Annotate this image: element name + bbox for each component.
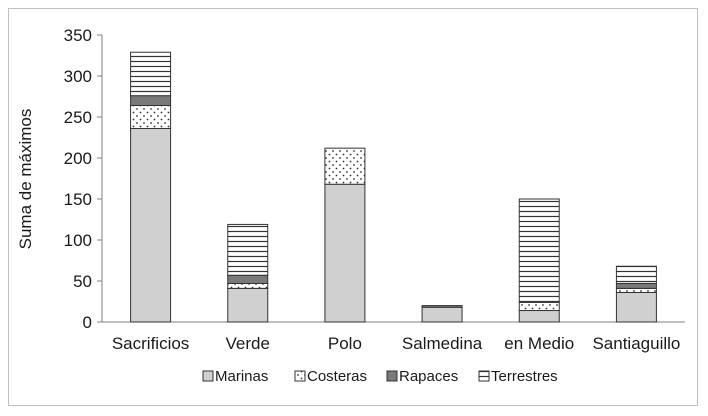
y-tick-label: 100 (64, 231, 92, 250)
bars-group (130, 51, 657, 323)
bar-segment-terrestres-sacrificios (130, 51, 172, 97)
chart-frame: 0 50 100 150 200 250 300 350 Sacrificios Verde Po… (8, 8, 698, 406)
bar-segment-terrestres-santiaguillo (615, 265, 657, 284)
bar-segment-rapaces-salmedina (421, 305, 463, 308)
legend-label-marinas: Marinas (215, 368, 268, 385)
legend-swatch-costeras (294, 370, 306, 382)
bar-segment-marinas-sacrificios (130, 127, 172, 323)
y-tick-label: 150 (64, 190, 92, 209)
y-tick-label: 300 (64, 67, 92, 86)
legend-swatch-rapaces (386, 370, 398, 382)
y-tick-label: 250 (64, 108, 92, 127)
bar-segment-marinas-verde (227, 287, 269, 323)
bar-segment-marinas-salmedina (421, 306, 463, 323)
stacked-bar-chart: 0 50 100 150 200 250 300 350 Sacrificios Verde Po… (16, 26, 685, 385)
y-tick-label: 200 (64, 149, 92, 168)
bar-segment-rapaces-santiaguillo (615, 282, 657, 289)
bar-segment-costeras-polo (324, 147, 366, 185)
bar-segment-costeras-santiaguillo (615, 287, 657, 293)
bar-segment-terrestres-en-medio (518, 198, 560, 303)
bar-segment-rapaces-verde (227, 274, 269, 284)
bar-segment-rapaces-sacrificios (130, 95, 172, 107)
y-axis-ticks: 0 50 100 150 200 250 300 350 (64, 26, 102, 332)
bar-segment-terrestres-verde (227, 223, 269, 276)
legend-swatch-marinas (202, 370, 214, 382)
x-category-label: Santiaguillo (592, 334, 680, 353)
legend-label-terrestres: Terrestres (491, 368, 558, 385)
category-labels: Sacrificios Verde Polo Salmedina en Medio San… (112, 334, 681, 353)
y-tick-label: 0 (83, 313, 92, 332)
legend-label-rapaces: Rapaces (399, 368, 458, 385)
legend: Marinas Costeras Rapaces Terrestres (202, 368, 558, 385)
bar-segment-marinas-santiaguillo (615, 291, 657, 323)
x-category-label: en Medio (504, 334, 574, 353)
bar-segment-costeras-sacrificios (130, 105, 172, 129)
y-tick-label: 50 (73, 272, 92, 291)
bar-segment-costeras-verde (227, 282, 269, 289)
bar-segment-costeras-en-medio (518, 301, 560, 312)
legend-swatch-terrestres (478, 370, 490, 382)
x-category-label: Sacrificios (112, 334, 189, 353)
y-axis-title: Suma de máximos (16, 109, 35, 250)
x-category-label: Polo (328, 334, 362, 353)
x-category-label: Salmedina (402, 334, 483, 353)
y-tick-label: 350 (64, 26, 92, 45)
bar-segment-marinas-polo (324, 183, 366, 323)
bar-segment-marinas-en-medio (518, 310, 560, 323)
x-category-label: Verde (226, 334, 270, 353)
legend-label-costeras: Costeras (307, 368, 367, 385)
